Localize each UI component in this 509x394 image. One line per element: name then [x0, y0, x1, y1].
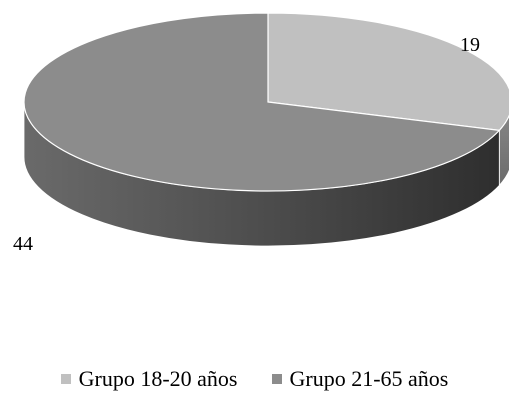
legend-label-grupo-18-20: Grupo 18-20 años — [78, 366, 238, 391]
pie-slice-0 — [267, 12, 509, 131]
legend-item-grupo-18-20: Grupo 18-20 años — [60, 366, 238, 392]
legend: Grupo 18-20 años Grupo 21-65 años — [0, 364, 509, 394]
data-label-1: 44 — [13, 233, 33, 255]
pie-slice-1 — [23, 12, 501, 192]
legend-swatch-grupo-18-20 — [60, 374, 71, 384]
data-label-0: 19 — [460, 34, 480, 56]
legend-swatch-grupo-21-65 — [271, 374, 282, 384]
legend-item-grupo-21-65: Grupo 21-65 años — [271, 366, 449, 392]
legend-label-grupo-21-65: Grupo 21-65 años — [289, 366, 449, 391]
